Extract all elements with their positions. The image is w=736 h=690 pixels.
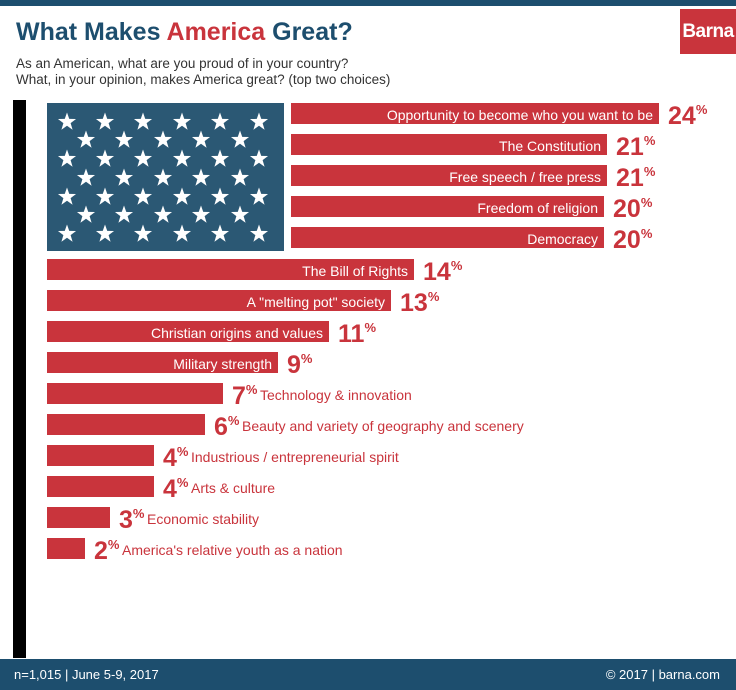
category-label: Technology & innovation <box>260 387 412 403</box>
flag-star <box>76 130 96 148</box>
flag-star <box>249 112 269 130</box>
value-label: 4% <box>163 475 189 503</box>
footer-copyright: © 2017 | barna.com <box>605 667 720 682</box>
category-label: Economic stability <box>147 511 259 527</box>
top-accent-bar <box>0 0 736 6</box>
flag-star <box>95 187 115 205</box>
flag-star <box>133 149 153 167</box>
flag-star <box>210 224 230 242</box>
value-label: 21% <box>616 164 656 192</box>
category-label: Free speech / free press <box>449 169 601 185</box>
value-label: 6% <box>214 413 240 441</box>
flag-star <box>210 112 230 130</box>
bar <box>47 352 278 373</box>
bar <box>47 321 329 342</box>
flag-star <box>191 205 211 223</box>
flag-star <box>249 224 269 242</box>
flag-star <box>133 112 153 130</box>
value-label: 4% <box>163 444 189 472</box>
flag-star <box>249 149 269 167</box>
flag-star <box>230 168 250 186</box>
category-label: Military strength <box>173 356 272 372</box>
flag-star <box>133 187 153 205</box>
bar <box>47 259 414 280</box>
value-label: 3% <box>119 506 145 534</box>
bar <box>47 507 110 528</box>
flag-star <box>172 187 192 205</box>
flag-star <box>172 149 192 167</box>
title-accent: America <box>166 18 266 46</box>
value-label: 2% <box>94 537 120 565</box>
flag-star <box>76 205 96 223</box>
flag-star <box>114 205 134 223</box>
bar <box>47 445 154 466</box>
flag-star <box>57 149 77 167</box>
flag-pole <box>13 100 26 658</box>
flag-star <box>191 130 211 148</box>
value-label: 11% <box>338 320 376 348</box>
flag-star <box>57 112 77 130</box>
category-label: The Constitution <box>499 138 601 154</box>
category-label: A "melting pot" society <box>247 294 385 310</box>
category-label: Industrious / entrepreneurial spirit <box>191 449 399 465</box>
subtitle-question-2: What, in your opinion, makes America gre… <box>16 72 391 87</box>
bar <box>291 196 604 217</box>
value-label: 9% <box>287 351 313 379</box>
flag-star <box>172 224 192 242</box>
value-label: 7% <box>232 382 258 410</box>
title-part-2: Great? <box>265 18 353 46</box>
bars-group: 24% Opportunity to become who you want to… <box>47 102 708 565</box>
value-label: 13% <box>400 289 440 317</box>
flag-star <box>95 149 115 167</box>
category-label: Christian origins and values <box>151 325 323 341</box>
flag-star <box>76 168 96 186</box>
category-label: Opportunity to become who you want to be <box>387 107 653 123</box>
bar <box>47 476 154 497</box>
flag-star <box>249 187 269 205</box>
flag-star <box>230 205 250 223</box>
flag-star <box>172 112 192 130</box>
category-label: America's relative youth as a nation <box>122 542 343 558</box>
value-label: 14% <box>423 258 463 286</box>
flag-star <box>230 130 250 148</box>
category-label: Arts & culture <box>191 480 275 496</box>
subtitle-question-1: As an American, what are you proud of in… <box>16 56 349 71</box>
category-label: Democracy <box>527 231 598 247</box>
bar <box>47 383 223 404</box>
footer-bar: n=1,015 | June 5-9, 2017 © 2017 | barna.… <box>0 659 736 690</box>
bar <box>47 290 391 311</box>
bar <box>291 134 607 155</box>
bar <box>47 414 205 435</box>
flag-star <box>114 130 134 148</box>
flag-star <box>153 168 173 186</box>
bar <box>291 227 604 248</box>
flag-star <box>191 168 211 186</box>
value-label: 20% <box>613 195 653 223</box>
bar <box>291 103 659 124</box>
flag-star <box>153 130 173 148</box>
flag-star <box>153 205 173 223</box>
flag-star <box>95 224 115 242</box>
category-label: Freedom of religion <box>477 200 598 216</box>
flag-star <box>133 224 153 242</box>
flag-star <box>114 168 134 186</box>
flag-star <box>210 149 230 167</box>
value-label: 24% <box>668 102 708 130</box>
flag-star <box>95 112 115 130</box>
flag-bar-chart: 24% Opportunity to become who you want to… <box>47 102 708 565</box>
bar <box>291 165 607 186</box>
value-label: 21% <box>616 133 656 161</box>
barna-logo: Barna <box>680 9 736 54</box>
bar <box>47 538 85 559</box>
flag-star <box>57 224 77 242</box>
category-label: The Bill of Rights <box>302 263 408 279</box>
flag-star <box>210 187 230 205</box>
footer-sample-info: n=1,015 | June 5-9, 2017 <box>14 667 159 682</box>
flag-stars <box>57 112 269 242</box>
title-part-1: What Makes <box>16 18 167 46</box>
value-label: 20% <box>613 226 653 254</box>
category-label: Beauty and variety of geography and scen… <box>242 418 524 434</box>
page-title: What Makes America Great? <box>16 18 353 47</box>
flag-star <box>57 187 77 205</box>
